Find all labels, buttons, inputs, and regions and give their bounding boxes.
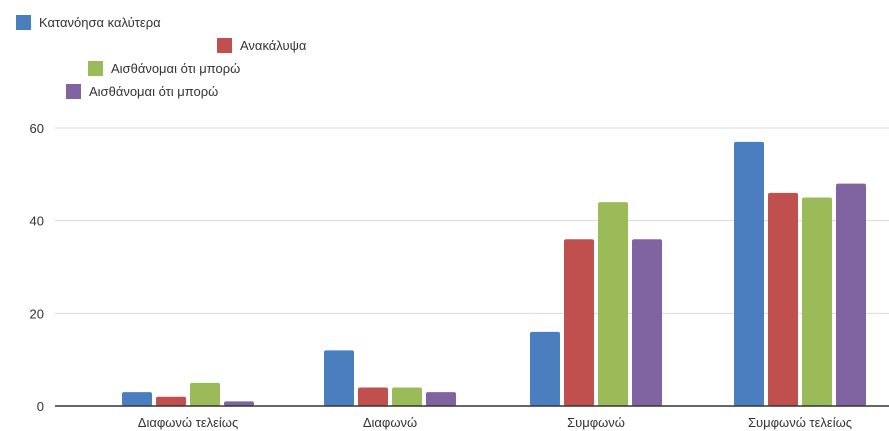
- x-axis: Διαφωνώ τελείως Διαφωνώ Συμφωνώ Συμφωνώ τελ…: [55, 405, 889, 430]
- y-axis: 0 20 40 60: [30, 121, 44, 414]
- bar-διαφωνώ-τελείως-series-4: [224, 401, 254, 406]
- bar-συμφωνώ-τελείως-series-4: [836, 183, 866, 406]
- bars: [122, 141, 866, 406]
- y-tick-label: 40: [30, 214, 44, 229]
- legend-item: Ανακάλυψα: [217, 38, 307, 53]
- bar-διαφωνώ-τελείως-series-3: [190, 382, 220, 406]
- bar-διαφωνώ-τελείως-series-1: [122, 392, 152, 406]
- legend-swatch: [16, 15, 31, 30]
- x-tick-label: Διαφωνώ τελείως: [138, 415, 238, 430]
- x-tick-label: Διαφωνώ: [363, 415, 417, 430]
- bar-συμφωνώ-τελείως-series-1: [734, 141, 764, 406]
- bar-διαφωνώ-series-1: [324, 350, 354, 406]
- legend-label: Αισθάνομαι ότι μπορώ: [89, 84, 218, 99]
- bar-διαφωνώ-τελείως-series-2: [156, 396, 186, 406]
- y-tick-label: 0: [37, 399, 44, 414]
- legend-swatch: [217, 38, 232, 53]
- y-tick-label: 20: [30, 306, 44, 321]
- y-tick-label: 60: [30, 121, 44, 136]
- bar-συμφωνώ-τελείως-series-3: [802, 197, 832, 406]
- bar-συμφωνώ-series-4: [632, 239, 662, 406]
- legend-label: Κατανόησα καλύτερα: [39, 15, 161, 30]
- bar-διαφωνώ-series-3: [392, 387, 422, 406]
- legend-label: Αισθάνομαι ότι μπορώ: [111, 61, 240, 76]
- legend-swatch: [66, 84, 81, 99]
- bar-διαφωνώ-series-4: [426, 392, 456, 406]
- x-tick-label: Συμφωνώ: [567, 415, 625, 430]
- legend-item: Αισθάνομαι ότι μπορώ: [88, 61, 240, 76]
- bar-συμφωνώ-τελείως-series-2: [768, 192, 798, 406]
- bar-συμφωνώ-series-3: [598, 202, 628, 406]
- bar-διαφωνώ-series-2: [358, 387, 388, 406]
- x-tick-label: Συμφωνώ τελείως: [748, 415, 852, 430]
- legend-swatch: [88, 61, 103, 76]
- legend-item: Αισθάνομαι ότι μπορώ: [66, 84, 218, 99]
- bar-συμφωνώ-series-2: [564, 239, 594, 406]
- legend-label: Ανακάλυψα: [240, 38, 307, 53]
- bar-συμφωνώ-series-1: [530, 331, 560, 406]
- legend-item: Κατανόησα καλύτερα: [16, 15, 161, 30]
